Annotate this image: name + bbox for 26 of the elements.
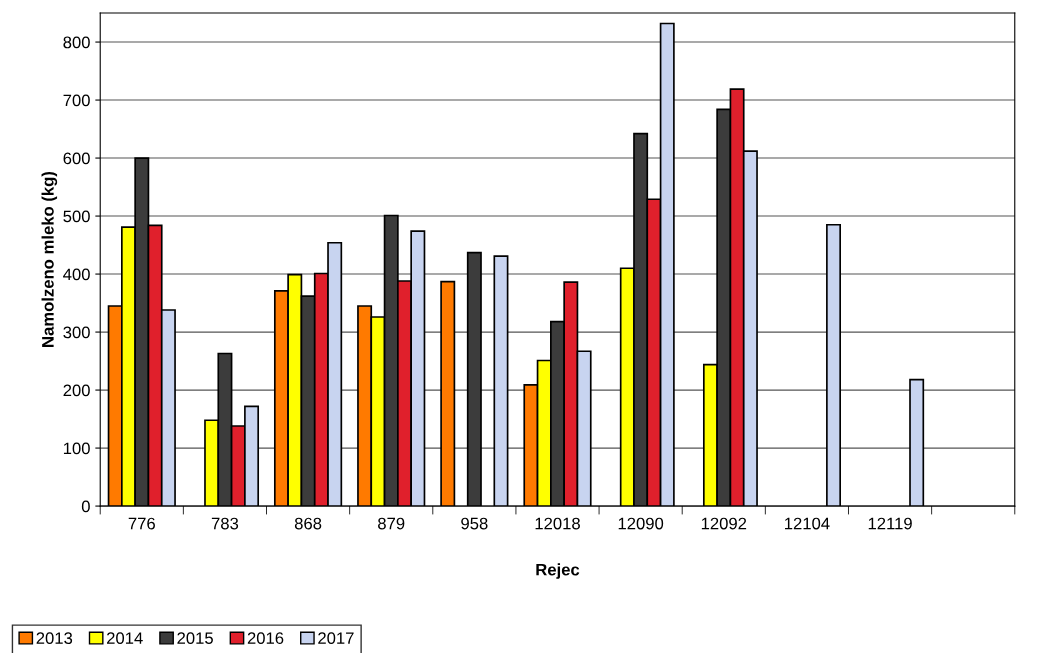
legend-label: 2016 <box>247 632 284 645</box>
x-axis-title: Rejec <box>536 563 580 579</box>
x-tick-label: 776 <box>128 517 155 530</box>
y-tick-label: 500 <box>63 210 90 223</box>
y-tick-label: 400 <box>63 268 90 281</box>
y-axis-title: Namolzeno mleko (kg) <box>41 171 58 347</box>
y-tick-label: 100 <box>63 442 90 455</box>
y-tick-label: 0 <box>81 500 90 513</box>
legend-label: 2014 <box>107 632 143 645</box>
y-tick-label: 200 <box>63 384 90 397</box>
x-tick-label: 783 <box>211 517 239 530</box>
x-tick-label: 12092 <box>701 517 747 530</box>
x-tick-label: 12119 <box>868 517 912 530</box>
x-tick-label: 12090 <box>618 517 664 530</box>
x-tick-label: 958 <box>461 517 488 530</box>
legend-label: 2013 <box>36 632 73 645</box>
legend-label: 2017 <box>318 632 354 645</box>
y-tick-label: 600 <box>63 152 90 165</box>
y-tick-label: 700 <box>63 94 90 107</box>
x-tick-label: 12018 <box>535 517 580 530</box>
x-tick-label: 868 <box>294 517 322 530</box>
x-tick-label: 12104 <box>785 517 830 530</box>
y-tick-label: 800 <box>63 36 90 49</box>
legend-label: 2015 <box>177 632 213 645</box>
x-tick-label: 879 <box>378 517 405 530</box>
y-tick-label: 300 <box>63 326 90 339</box>
